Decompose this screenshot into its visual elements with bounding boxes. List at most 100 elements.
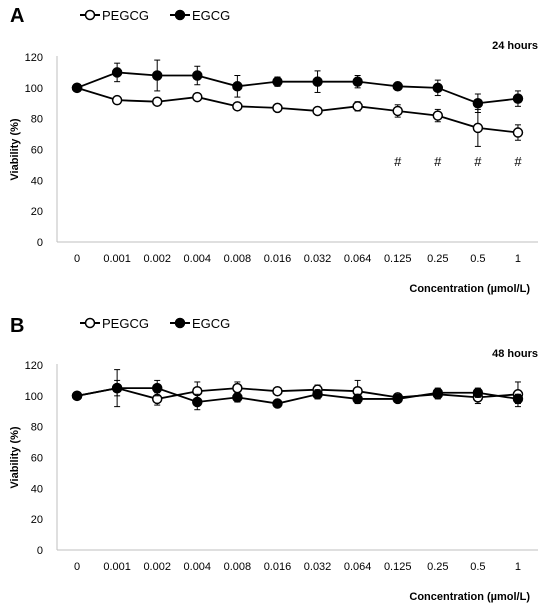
series-pegcg xyxy=(71,82,524,147)
data-point xyxy=(192,70,203,81)
x-tick-label: 0.002 xyxy=(143,253,171,265)
panel-a: A PEGCG EGCG 24 hours 0 20 40 60 80 100 120 0 0.001 0… xyxy=(9,5,538,295)
x-tick-label: 0.004 xyxy=(184,561,212,573)
data-point xyxy=(71,82,83,94)
significance-mark: # xyxy=(434,154,442,169)
time-annotation: 24 hours xyxy=(492,40,538,52)
x-tick-label: 0.004 xyxy=(184,253,212,265)
data-point xyxy=(472,98,484,109)
panel-letter: A xyxy=(10,5,24,27)
significance-mark: # xyxy=(474,154,482,169)
data-point xyxy=(312,105,323,117)
y-tick-label: 120 xyxy=(25,52,43,64)
data-point xyxy=(472,122,484,134)
series-line xyxy=(76,387,519,405)
data-point xyxy=(151,382,163,394)
legend: PEGCG EGCG xyxy=(80,8,230,23)
panel-b: B PEGCG EGCG 48 hours 0 20 40 60 80 100 120 0 0.001 0… xyxy=(9,315,538,603)
data-point xyxy=(232,382,243,394)
x-tick-label: 0.5 xyxy=(470,253,485,265)
y-tick-label: 20 xyxy=(31,206,43,218)
x-tick-label: 0.125 xyxy=(384,561,412,573)
data-point xyxy=(392,393,403,405)
x-axis-title: Concentration (µmol/L) xyxy=(409,591,530,603)
x-tick-label: 0.032 xyxy=(304,253,332,265)
legend-marker xyxy=(84,317,96,329)
data-point xyxy=(432,387,444,398)
x-tick-label: 1 xyxy=(515,253,521,265)
data-point xyxy=(312,76,323,87)
x-axis-title: Concentration (µmol/L) xyxy=(409,283,530,295)
data-point xyxy=(512,127,524,138)
legend-marker xyxy=(84,9,96,21)
y-tick-label: 0 xyxy=(37,237,43,249)
legend-marker xyxy=(174,9,186,21)
series-egcg xyxy=(71,379,524,411)
data-point xyxy=(71,390,83,402)
x-tick-label: 1 xyxy=(515,561,521,573)
y-axis-title: Viability (%) xyxy=(9,118,21,180)
x-tick-label: 0.064 xyxy=(344,253,372,265)
data-point xyxy=(272,102,283,114)
y-tick-label: 40 xyxy=(31,483,43,495)
data-point xyxy=(432,110,444,121)
series-line xyxy=(76,387,519,400)
data-point xyxy=(111,94,123,106)
legend-label: PEGCG xyxy=(102,8,149,23)
y-tick-label: 80 xyxy=(31,114,43,126)
y-tick-label: 20 xyxy=(31,514,43,526)
legend-entry: PEGCG xyxy=(80,8,149,23)
legend-entry: PEGCG xyxy=(80,316,149,331)
data-point xyxy=(111,67,123,78)
y-tick-label: 100 xyxy=(25,83,43,95)
x-tick-label: 0.001 xyxy=(103,561,131,573)
legend-entry: EGCG xyxy=(170,8,230,23)
x-tick-label: 0.001 xyxy=(103,253,131,265)
series-line xyxy=(76,86,519,134)
data-point xyxy=(111,382,123,394)
legend-label: EGCG xyxy=(192,8,230,23)
data-point xyxy=(392,105,403,117)
data-point xyxy=(272,385,283,397)
series-egcg xyxy=(71,59,524,113)
data-point xyxy=(352,393,363,405)
significance-mark: # xyxy=(514,154,522,169)
series-line xyxy=(76,71,519,105)
y-tick-label: 0 xyxy=(37,545,43,557)
legend-label: PEGCG xyxy=(102,316,149,331)
y-tick-label: 80 xyxy=(31,422,43,434)
data-point xyxy=(232,392,243,403)
data-point xyxy=(512,93,524,104)
data-point xyxy=(432,82,444,94)
x-tick-label: 0.002 xyxy=(143,561,171,573)
x-tick-label: 0.016 xyxy=(264,253,292,265)
x-tick-label: 0.125 xyxy=(384,253,412,265)
x-tick-label: 0 xyxy=(74,561,80,573)
data-point xyxy=(272,76,283,87)
y-tick-label: 60 xyxy=(31,145,43,157)
data-point xyxy=(392,81,403,92)
legend-entry: EGCG xyxy=(170,316,230,331)
x-tick-label: 0.032 xyxy=(304,561,332,573)
data-point xyxy=(151,96,163,107)
x-tick-label: 0.016 xyxy=(264,561,292,573)
data-point xyxy=(312,389,323,400)
data-point xyxy=(192,91,203,103)
legend: PEGCG EGCG xyxy=(80,316,230,331)
y-tick-label: 120 xyxy=(25,360,43,372)
data-point xyxy=(472,387,484,398)
significance-mark: # xyxy=(394,154,402,169)
x-tick-label: 0.5 xyxy=(470,561,485,573)
y-tick-label: 40 xyxy=(31,175,43,187)
x-tick-label: 0.064 xyxy=(344,561,372,573)
x-tick-label: 0.008 xyxy=(224,253,252,265)
data-point xyxy=(232,101,243,112)
data-point xyxy=(352,76,363,87)
panel-letter: B xyxy=(10,315,24,337)
data-point xyxy=(232,81,243,92)
x-tick-label: 0.25 xyxy=(427,561,448,573)
y-tick-label: 100 xyxy=(25,391,43,403)
data-point xyxy=(272,398,283,409)
data-point xyxy=(352,101,363,112)
